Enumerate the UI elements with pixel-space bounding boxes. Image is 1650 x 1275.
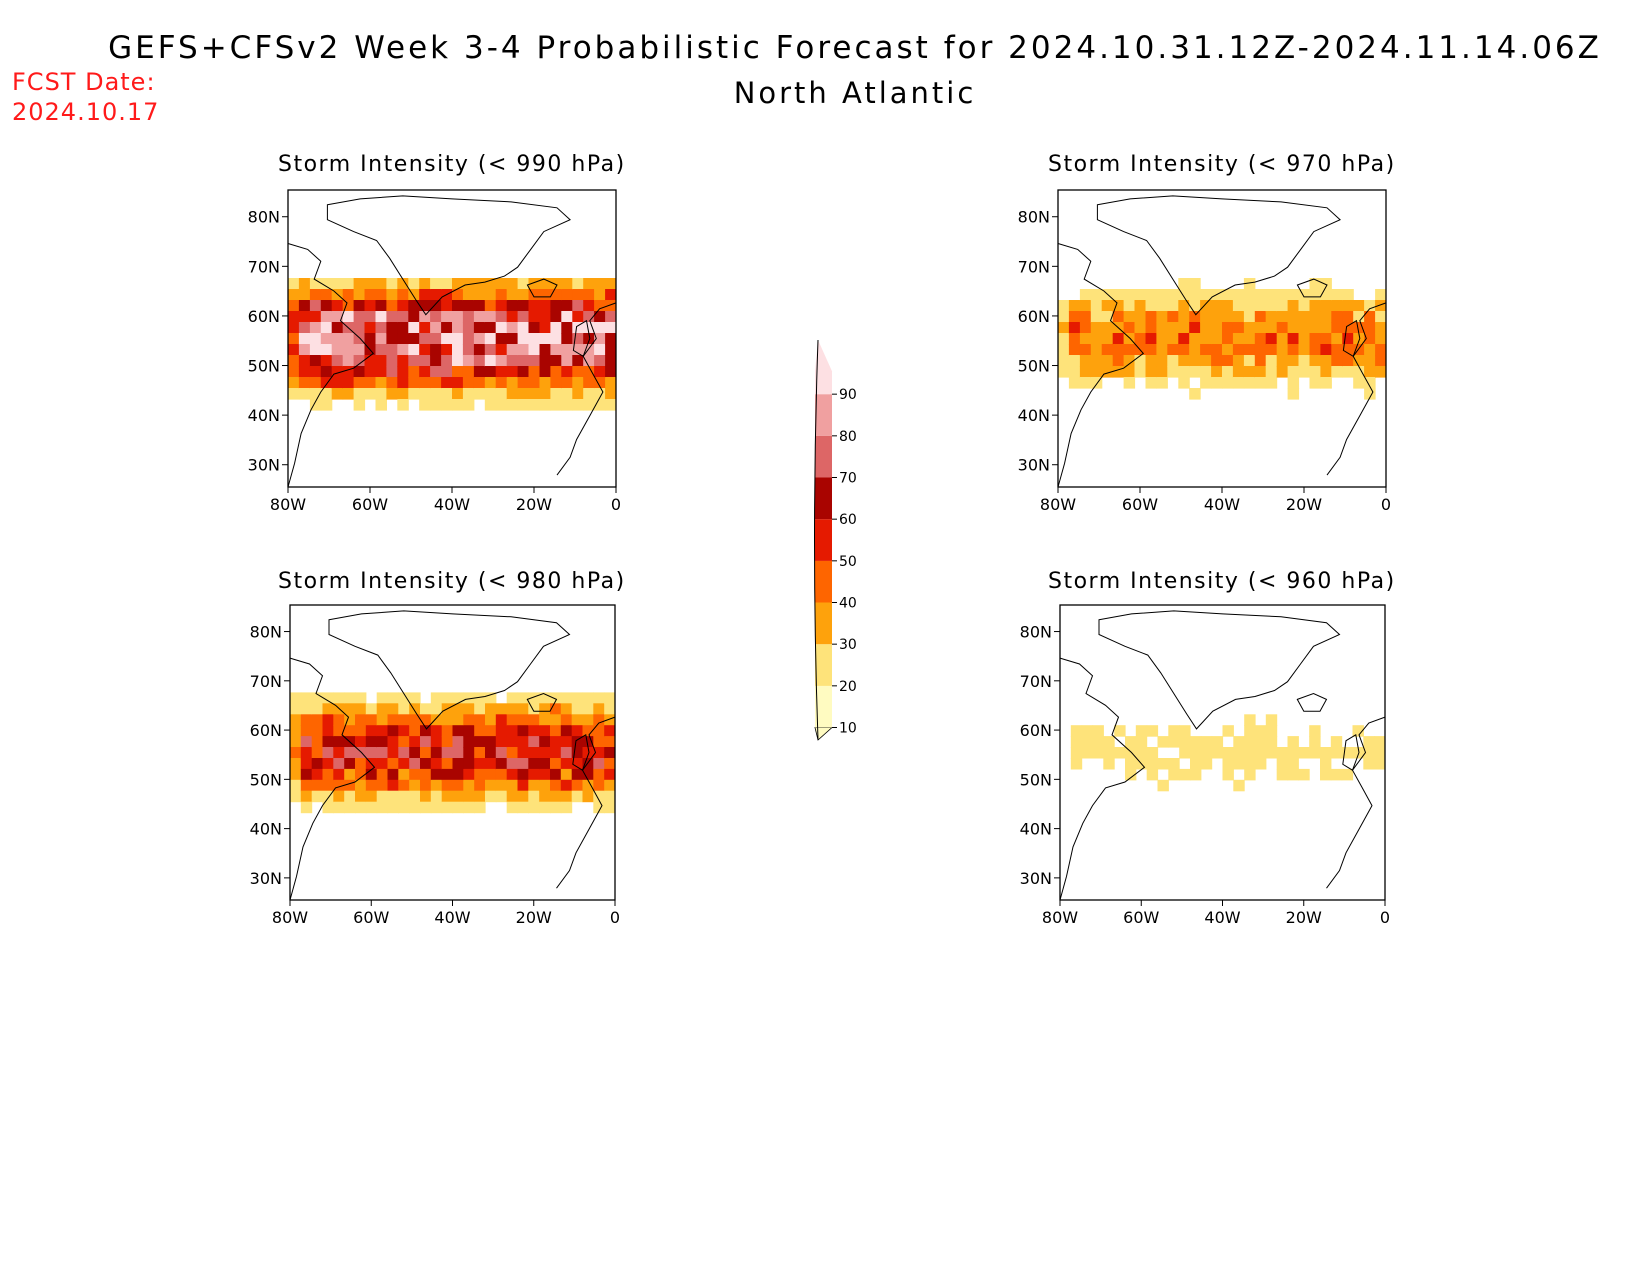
coastlines [1059,610,1386,901]
colorbar-swatch [815,602,832,645]
region-subtitle: North Atlantic [733,76,977,110]
lon-tick-label: 80W [1042,908,1078,927]
lat-tick-label: 40N [250,820,282,839]
lon-tick-label: 80W [272,908,308,927]
lat-tick-label: 50N [248,357,280,376]
lon-tick-label: 0 [610,908,620,927]
probability-field [1070,714,1385,792]
panel-title-960: Storm Intensity (< 960 hPa) [1048,569,1396,594]
map-panel-p970: 80N 70N 60N 50N 40N 30N 80W 60W 40W 20W 0 [1018,189,1391,514]
lon-tick-label: 0 [1380,908,1390,927]
lat-tick-label: 70N [250,672,282,691]
colorbar-swatch [815,340,832,395]
coastlines [289,610,616,901]
lat-tick-label: 30N [248,456,280,475]
lat-tick-label: 50N [1018,357,1050,376]
panel-title-990: Storm Intensity (< 990 hPa) [278,152,626,177]
lon-tick-label: 40W [434,908,470,927]
panel-title-970: Storm Intensity (< 970 hPa) [1048,152,1396,177]
lon-tick-label: 60W [1122,495,1158,514]
colorbar-swatch [815,644,832,686]
lat-tick-label: 80N [1018,208,1050,227]
lon-tick-label: 0 [611,495,621,514]
lat-tick-label: 70N [1020,672,1052,691]
lat-tick-label: 80N [1020,623,1052,642]
lat-tick-label: 70N [248,257,280,276]
probability-field [288,278,616,411]
colorbar-label: 80 [839,429,857,445]
coastlines [1057,195,1387,488]
map-panel-p990: 80N 70N 60N 50N 40N 30N 80W 60W 40W 20W 0 [248,189,621,514]
lon-tick-label: 40W [434,495,470,514]
lat-tick-label: 40N [1018,406,1050,425]
lon-tick-label: 80W [1040,495,1076,514]
lon-tick-label: 0 [1381,495,1391,514]
lon-tick-label: 40W [1204,908,1240,927]
lat-tick-label: 40N [248,406,280,425]
main-title: GEFS+CFSv2 Week 3-4 Probabilistic Foreca… [108,30,1602,66]
probability-field [1058,278,1386,400]
coastlines [287,195,617,488]
lat-tick-label: 50N [1020,770,1052,789]
lon-tick-label: 60W [352,495,388,514]
fcst-date-label: FCST Date: [12,68,156,96]
colorbar-label: 50 [839,554,857,570]
lat-tick-label: 50N [250,770,282,789]
lat-tick-label: 80N [248,208,280,227]
colorbar-label: 20 [839,679,857,695]
fcst-date-value: 2024.10.17 [12,98,160,126]
lat-tick-label: 60N [1018,307,1050,326]
probability-field [290,692,615,814]
colorbar-swatch [815,685,832,728]
lon-tick-label: 20W [1286,908,1322,927]
lat-tick-label: 60N [1020,721,1052,740]
colorbar: 10 20 30 40 50 60 70 80 90 [814,339,857,741]
lat-tick-label: 30N [250,869,282,888]
colorbar-swatch [815,435,832,478]
colorbar-swatch [815,519,832,561]
lat-tick-label: 30N [1018,456,1050,475]
lon-tick-label: 60W [353,908,389,927]
lon-tick-label: 80W [270,495,306,514]
colorbar-swatch [815,394,832,436]
colorbar-label: 70 [839,471,857,487]
colorbar-label: 10 [839,721,857,737]
colorbar-label: 40 [839,596,857,612]
colorbar-swatch [815,560,832,603]
lon-tick-label: 40W [1204,495,1240,514]
colorbar-swatch [815,477,832,520]
lat-tick-label: 60N [250,721,282,740]
map-panel-p960: 80N 70N 60N 50N 40N 30N 80W 60W 40W 20W 0 [1020,604,1390,927]
lat-tick-label: 40N [1020,820,1052,839]
lon-tick-label: 60W [1123,908,1159,927]
lat-tick-label: 60N [248,307,280,326]
map-panel-p980: 80N 70N 60N 50N 40N 30N 80W 60W 40W 20W 0 [250,604,620,927]
lat-tick-label: 30N [1020,869,1052,888]
lon-tick-label: 20W [516,495,552,514]
lat-tick-label: 70N [1018,257,1050,276]
panel-title-980: Storm Intensity (< 980 hPa) [278,569,626,594]
lon-tick-label: 20W [1286,495,1322,514]
colorbar-label: 60 [839,512,857,528]
lat-tick-label: 80N [250,623,282,642]
colorbar-label: 90 [839,387,857,403]
colorbar-label: 30 [839,637,857,653]
lon-tick-label: 20W [516,908,552,927]
